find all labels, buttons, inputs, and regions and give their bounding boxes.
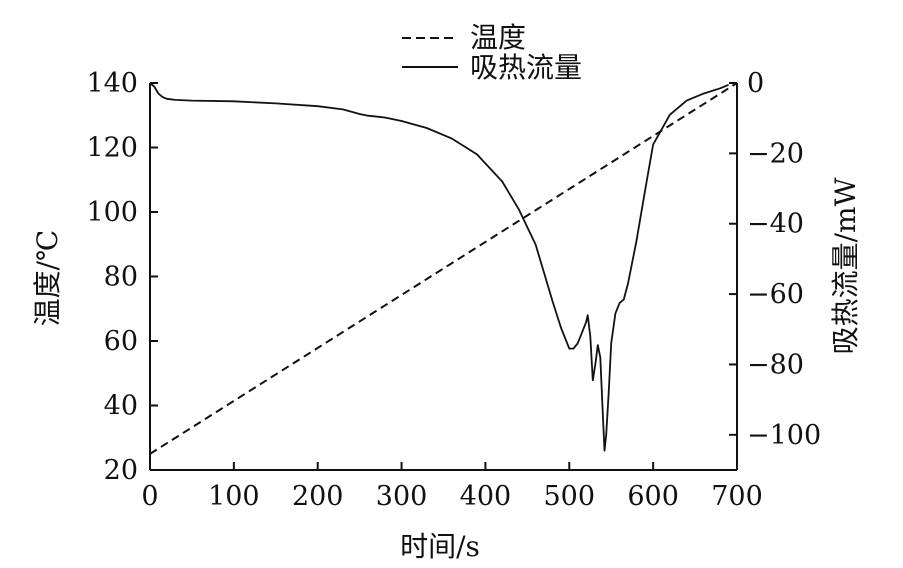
y-axis-title-left: 温度/℃ <box>31 230 64 327</box>
y-left-tick-label: 100 <box>86 197 138 228</box>
y-left-tick-label: 140 <box>86 68 138 99</box>
y-right-tick-label: 0 <box>747 68 764 99</box>
y-right-tick-label: −20 <box>747 138 804 169</box>
x-tick-label: 600 <box>627 481 679 512</box>
y-left-tick-label: 80 <box>104 262 138 293</box>
y-left-tick-label: 20 <box>104 455 138 486</box>
x-axis-title: 时间/s <box>400 530 480 563</box>
heat-flow-line <box>149 82 729 452</box>
y-axis-title-right: 吸热流量/mW <box>829 177 862 354</box>
x-tick-label: 700 <box>711 481 763 512</box>
x-tick-label: 300 <box>376 481 428 512</box>
x-tick-label: 100 <box>208 481 260 512</box>
y-left-tick-label: 40 <box>104 391 138 422</box>
x-tick-label: 400 <box>460 481 512 512</box>
x-tick-label: 500 <box>544 481 596 512</box>
temperature-line <box>149 82 738 455</box>
legend-label-heat-flow: 吸热流量 <box>470 51 582 84</box>
y-left-tick-label: 60 <box>104 326 138 357</box>
y-right-tick-label: −100 <box>747 420 821 451</box>
x-tick-label: 200 <box>292 481 344 512</box>
axes <box>149 82 738 471</box>
legend: 温度 吸热流量 <box>402 21 582 84</box>
y-right-tick-label: −40 <box>747 209 804 240</box>
y-right-tick-label: −80 <box>747 349 804 380</box>
tick-labels: 0 100 200 300 400 500 600 700 20 40 60 80 100 120 140 0… <box>86 68 821 512</box>
x-tick-label: 0 <box>141 481 158 512</box>
y-left-tick-label: 120 <box>86 133 138 164</box>
plot-area <box>149 82 738 455</box>
legend-label-temperature: 温度 <box>470 21 526 54</box>
y-right-tick-label: −60 <box>747 279 804 310</box>
